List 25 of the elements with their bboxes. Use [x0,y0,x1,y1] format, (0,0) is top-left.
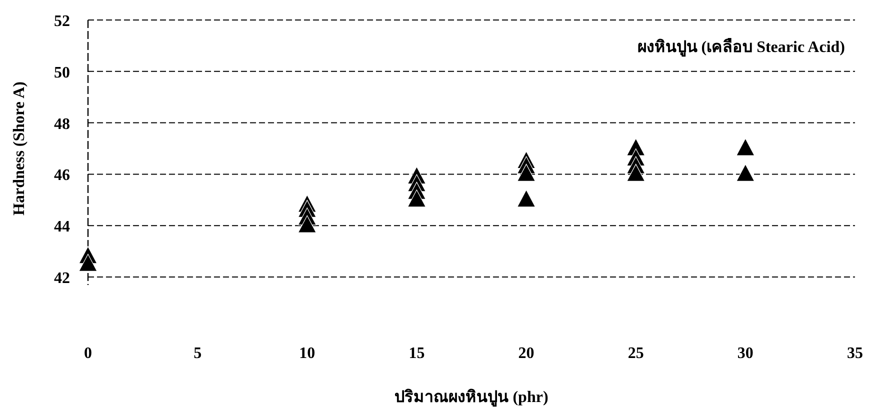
y-tick-label: 42 [54,270,70,287]
point [78,254,98,272]
x-tick-label: 30 [737,345,754,362]
x-tick-label: 5 [194,345,202,362]
text: ผงหินปูน (เคลือบ Stearic Acid) [637,38,845,58]
point [298,215,316,233]
point [407,190,426,208]
x-tick-label: 0 [84,345,92,362]
x-tick-label: 20 [518,345,534,362]
y-tick-label: 48 [54,116,70,133]
point [516,190,536,208]
x-axis-title: ปริมาณผงหินปูน (phr) [394,388,548,408]
point [736,164,755,182]
x-tick-label: 35 [847,345,863,362]
y-tick-label: 52 [54,13,70,30]
y-tick-label: 44 [54,218,70,236]
y-tick-label: 50 [54,64,70,82]
y-axis-title: Hardness (Shore A) [11,82,28,216]
y-tick-label: 46 [54,167,70,184]
point [516,164,536,182]
point [626,164,646,182]
x-tick-label: 10 [299,345,316,362]
x-tick-label: 15 [408,345,425,362]
point [736,138,755,156]
x-tick-label: 25 [628,345,644,362]
